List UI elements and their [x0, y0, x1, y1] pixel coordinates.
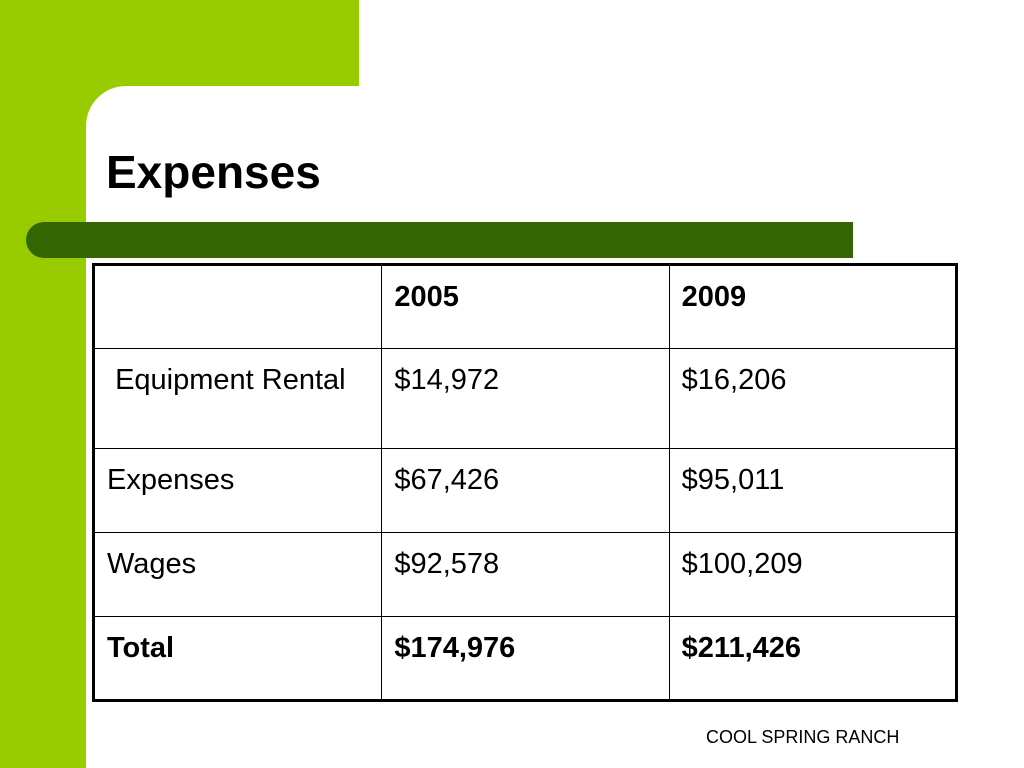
row-label: Wages — [92, 532, 383, 617]
row-value-2005: $14,972 — [381, 348, 670, 449]
slide-title: Expenses — [106, 146, 321, 198]
total-value-2005: $174,976 — [381, 616, 670, 701]
row-label: Equipment Rental — [92, 348, 383, 449]
expenses-table-container: 2005 2009 Equipment Rental $14,972 $16,2… — [92, 263, 958, 702]
total-value-2009: $211,426 — [668, 616, 958, 701]
row-label: Expenses — [92, 448, 383, 533]
header-cell-empty — [92, 264, 383, 349]
total-label: Total — [92, 616, 383, 701]
table-header-row: 2005 2009 — [92, 264, 958, 349]
table-total-row: Total $174,976 $211,426 — [92, 616, 958, 701]
table-row: Expenses $67,426 $95,011 — [92, 448, 958, 533]
row-value-2009: $95,011 — [668, 448, 958, 533]
row-value-2005: $67,426 — [381, 448, 670, 533]
row-value-2009: $100,209 — [668, 532, 958, 617]
header-cell-2009: 2009 — [668, 264, 958, 349]
expenses-table: 2005 2009 Equipment Rental $14,972 $16,2… — [92, 263, 958, 702]
footer-text: COOL SPRING RANCH — [706, 727, 900, 747]
header-cell-2005: 2005 — [381, 264, 670, 349]
table-row: Equipment Rental $14,972 $16,206 — [92, 348, 958, 449]
row-value-2009: $16,206 — [668, 348, 958, 449]
title-rule-bar — [26, 222, 853, 258]
table-row: Wages $92,578 $100,209 — [92, 532, 958, 617]
row-value-2005: $92,578 — [381, 532, 670, 617]
accent-bar-left — [0, 0, 86, 768]
